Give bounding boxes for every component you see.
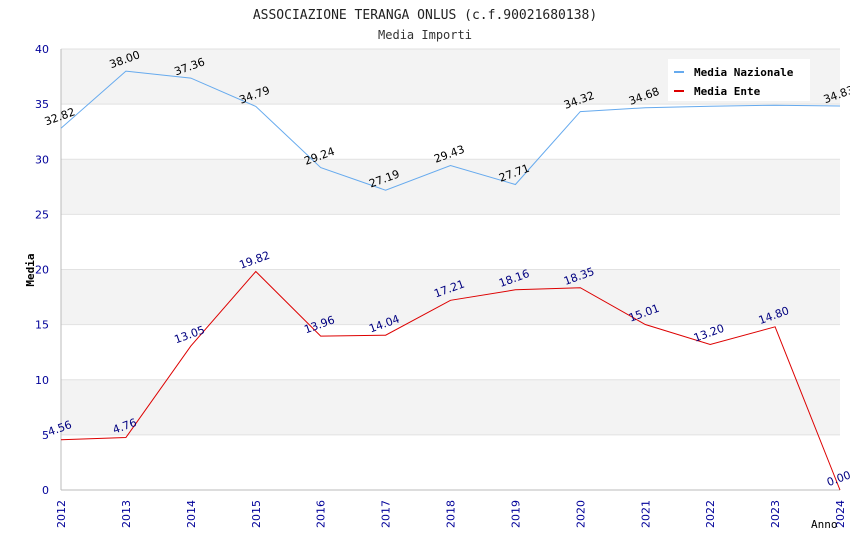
x-tick-label: 2019 [509, 500, 522, 528]
x-tick-label: 2022 [704, 500, 717, 528]
y-tick-label: 20 [35, 264, 49, 277]
y-tick-label: 25 [35, 208, 49, 221]
x-tick-label: 2015 [250, 500, 263, 528]
y-tick-label: 40 [35, 43, 49, 56]
legend-label: Media Ente [694, 85, 761, 98]
y-tick-label: 5 [42, 429, 49, 442]
data-label: 4.56 [46, 418, 73, 439]
legend-label: Media Nazionale [694, 66, 794, 79]
plot-band [61, 379, 840, 435]
plot-band [61, 269, 840, 325]
x-tick-label: 2024 [834, 500, 847, 528]
x-tick-label: 2023 [769, 500, 782, 528]
x-tick-label: 2013 [120, 500, 133, 528]
x-tick-label: 2017 [380, 500, 393, 528]
chart-title: ASSOCIAZIONE TERANGA ONLUS (c.f.90021680… [253, 8, 597, 23]
y-tick-label: 10 [35, 374, 49, 387]
axes [60, 49, 840, 491]
data-label: 19.82 [238, 249, 272, 272]
x-tick-label: 2016 [315, 500, 328, 528]
x-tick-label: 2012 [55, 500, 68, 528]
plot-bands [61, 49, 840, 435]
y-tick-label: 35 [35, 98, 49, 111]
chart-subtitle: Media Importi [378, 28, 472, 42]
y-tick-label: 15 [35, 319, 49, 332]
legend-box [668, 59, 810, 101]
series-line [60, 70, 841, 191]
y-tick-labels: 0 5 10 15 20 25 30 35 40 [35, 43, 49, 497]
x-tick-labels: 2012 2013 2014 2015 2016 2017 2018 2019 2020 2021… [55, 500, 847, 528]
legend: Media Nazionale Media Ente [668, 59, 810, 101]
series-line [60, 270, 841, 491]
x-tick-label: 2021 [639, 500, 652, 528]
y-axis-label: Media [24, 253, 37, 286]
data-label: 0.00 [825, 468, 850, 489]
x-tick-label: 2020 [574, 500, 587, 528]
y-tick-label: 30 [35, 153, 49, 166]
x-axis-label: Anno [811, 518, 838, 531]
x-tick-label: 2018 [445, 500, 458, 528]
plot-band [61, 159, 840, 215]
data-label: 13.05 [173, 323, 207, 346]
y-tick-label: 0 [42, 484, 49, 497]
x-tick-label: 2014 [185, 500, 198, 528]
